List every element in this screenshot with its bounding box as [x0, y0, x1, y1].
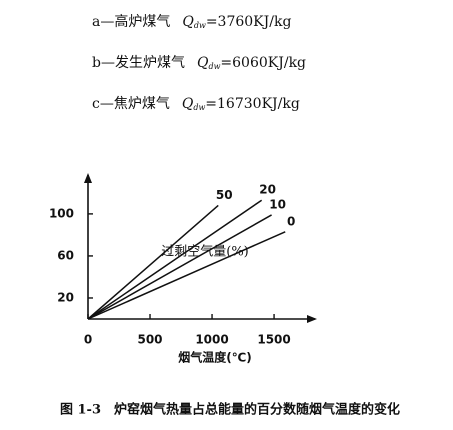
- series-label: 0: [287, 214, 295, 228]
- series-line: [87, 204, 219, 320]
- series-line: [87, 231, 286, 320]
- note-sub: dw: [194, 21, 206, 30]
- series-line: [87, 214, 272, 320]
- note-label: a—高炉煤气: [92, 13, 170, 30]
- y-arrow: [84, 173, 92, 183]
- x-tick-label: 500: [137, 333, 162, 347]
- series-label: 10: [269, 197, 286, 211]
- y-tick-label: 20: [57, 290, 74, 304]
- note: c—焦炉煤气 Qdw=16730KJ/kg: [92, 96, 300, 112]
- note-q: Q: [197, 55, 209, 71]
- note: a—高炉煤气 Qdw=3760KJ/kg: [92, 13, 291, 30]
- series-line: [87, 199, 263, 320]
- note-label: b—发生炉煤气: [92, 55, 185, 71]
- note-value: =3760KJ/kg: [206, 14, 292, 30]
- note-sub: dw: [193, 103, 205, 112]
- y-tick-label: 60: [57, 248, 74, 262]
- note: b—发生炉煤气 Qdw=6060KJ/kg: [92, 55, 306, 71]
- x-tick-label: 0: [84, 333, 92, 347]
- x-axis-label: 烟气温度(℃): [178, 350, 252, 365]
- series-label: 50: [216, 188, 233, 202]
- series-label: 20: [259, 183, 276, 197]
- x-tick-label: 1500: [257, 333, 290, 347]
- note-value: =16730KJ/kg: [205, 96, 300, 112]
- note-q: Q: [182, 96, 194, 112]
- note-q: Q: [182, 14, 194, 30]
- y-tick-label: 100: [49, 206, 74, 220]
- x-arrow: [307, 315, 317, 323]
- x-tick-label: 1000: [195, 333, 228, 347]
- note-sub: dw: [208, 62, 220, 71]
- note-value: =6060KJ/kg: [220, 55, 306, 71]
- annotation: 过剩空气量(%): [161, 244, 249, 260]
- caption: 图 1-3 炉窑烟气热量占总能量的百分数随烟气温度的变化: [60, 402, 400, 418]
- note-label: c—焦炉煤气: [92, 96, 170, 112]
